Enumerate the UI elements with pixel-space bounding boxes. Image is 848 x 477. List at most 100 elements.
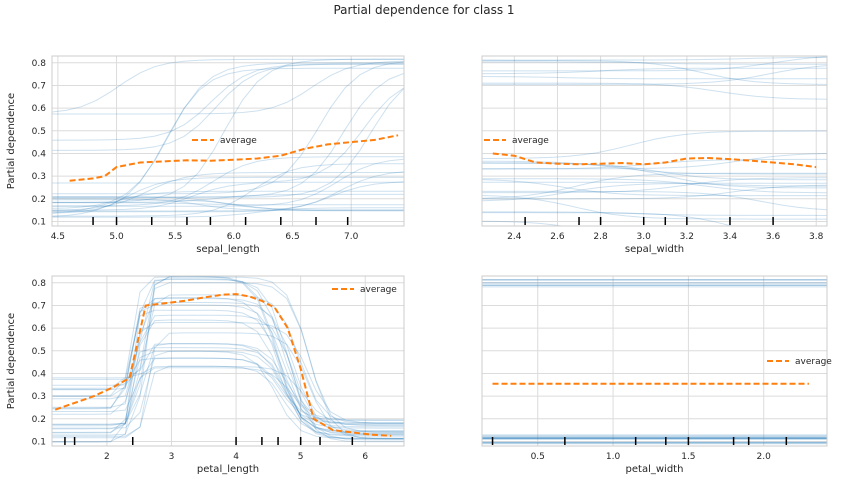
ice-line	[482, 130, 827, 159]
ice-line	[52, 63, 404, 141]
ice-line	[52, 343, 404, 425]
x-tick-label: 5	[298, 452, 304, 462]
ice-line	[52, 163, 404, 217]
ice-line	[52, 181, 404, 211]
x-tick-label: 3.8	[809, 232, 824, 242]
legend: average	[192, 136, 257, 146]
y-tick-label: 0.8	[32, 59, 47, 69]
ice-line	[482, 179, 827, 197]
y-tick-label: 0.5	[32, 347, 46, 357]
y-tick-label: 0.4	[32, 369, 47, 379]
ice-line	[52, 67, 404, 214]
x-tick-label: 6.5	[285, 232, 299, 242]
legend: average	[332, 285, 397, 295]
ice-line	[52, 350, 404, 439]
ice-line	[482, 61, 827, 65]
ice-line	[52, 343, 404, 429]
ice-line	[52, 190, 404, 214]
ice-lines	[52, 276, 404, 443]
ice-line	[52, 314, 404, 435]
ice-line	[482, 181, 827, 187]
ice-line	[52, 72, 404, 198]
ice-line	[52, 158, 404, 207]
x-axis-label: sepal_width	[625, 244, 684, 255]
x-tick-label: 2.6	[550, 232, 565, 242]
x-tick-label: 3.2	[680, 232, 694, 242]
x-tick-label: 3.0	[637, 232, 652, 242]
axes-frame	[51, 275, 405, 447]
ice-line	[482, 182, 827, 202]
ice-line	[52, 319, 404, 442]
ice-line	[482, 76, 827, 80]
average-line	[492, 152, 817, 169]
average-line	[54, 293, 392, 437]
legend-label: average	[360, 285, 397, 295]
y-tick-label: 0.2	[32, 415, 46, 425]
ice-line	[482, 195, 827, 220]
ice-line	[482, 190, 827, 211]
x-tick-label: 3	[169, 452, 175, 462]
ice-line	[52, 87, 404, 184]
axes-frame	[481, 55, 828, 227]
ice-line	[482, 177, 827, 194]
ice-line	[52, 172, 404, 211]
ice-line	[52, 156, 404, 207]
ice-line	[52, 302, 404, 432]
ice-line	[52, 367, 404, 430]
ice-line	[52, 176, 404, 217]
ice-line	[52, 282, 404, 440]
ice-lines	[482, 56, 827, 226]
x-tick-label: 6	[362, 452, 368, 462]
ice-line	[482, 153, 827, 170]
panel-sepal-width: 2.4 2.6 2.8 3.0 3.2 3.4 3.6 3.8 sepal_width avera…	[481, 55, 828, 255]
x-tick-label: 2.0	[757, 452, 772, 462]
x-tick-label: 0.5	[531, 452, 545, 462]
x-axis-label: petal_length	[197, 464, 259, 475]
y-tick-label: 0.1	[32, 437, 46, 447]
ice-line	[52, 357, 404, 421]
x-tick-label: 5.5	[168, 232, 182, 242]
ice-line	[482, 220, 565, 226]
ice-line	[52, 365, 404, 427]
x-tick-label: 7.0	[344, 232, 359, 242]
plot-area	[52, 276, 404, 446]
y-tick-label: 0.2	[32, 195, 46, 205]
axes-frame	[481, 275, 828, 447]
ice-lines	[482, 279, 827, 445]
x-tick-label: 1.5	[681, 452, 695, 462]
x-tick-label: 5.0	[109, 232, 124, 242]
ice-line	[52, 304, 404, 436]
y-tick-label: 0.1	[32, 217, 46, 227]
legend-label: average	[220, 136, 257, 146]
ice-line	[482, 178, 827, 194]
ice-line	[52, 63, 404, 151]
ice-line	[52, 279, 404, 443]
ice-line	[52, 198, 404, 212]
ice-line	[482, 172, 827, 199]
x-axis-label: sepal_length	[196, 244, 260, 255]
ice-line	[52, 58, 404, 113]
ice-line	[52, 298, 404, 441]
ice-line	[482, 65, 827, 85]
ice-line	[52, 196, 404, 211]
x-tick-label: 2.8	[593, 232, 608, 242]
ice-line	[482, 59, 827, 85]
panel-petal-width: 0.5 1.0 1.5 2.0 petal_width average	[481, 275, 832, 475]
ice-line	[52, 58, 404, 203]
y-tick-label: 0.8	[32, 279, 47, 289]
plot-area	[482, 276, 827, 446]
x-tick-label: 3.6	[766, 232, 781, 242]
x-tick-label: 2.4	[507, 232, 522, 242]
x-tick-label: 3.4	[723, 232, 738, 242]
plot-area	[52, 56, 404, 226]
x-tick-label: 1.0	[606, 452, 621, 462]
figure-title: Partial dependence for class 1	[333, 3, 514, 17]
y-tick-label: 0.6	[32, 324, 47, 334]
x-tick-label: 4	[233, 452, 239, 462]
ice-line	[52, 278, 404, 425]
ice-line	[52, 62, 404, 209]
x-tick-label: 2	[104, 452, 110, 462]
ice-line	[52, 207, 404, 218]
y-tick-label: 0.5	[32, 127, 46, 137]
ice-line	[482, 184, 827, 200]
